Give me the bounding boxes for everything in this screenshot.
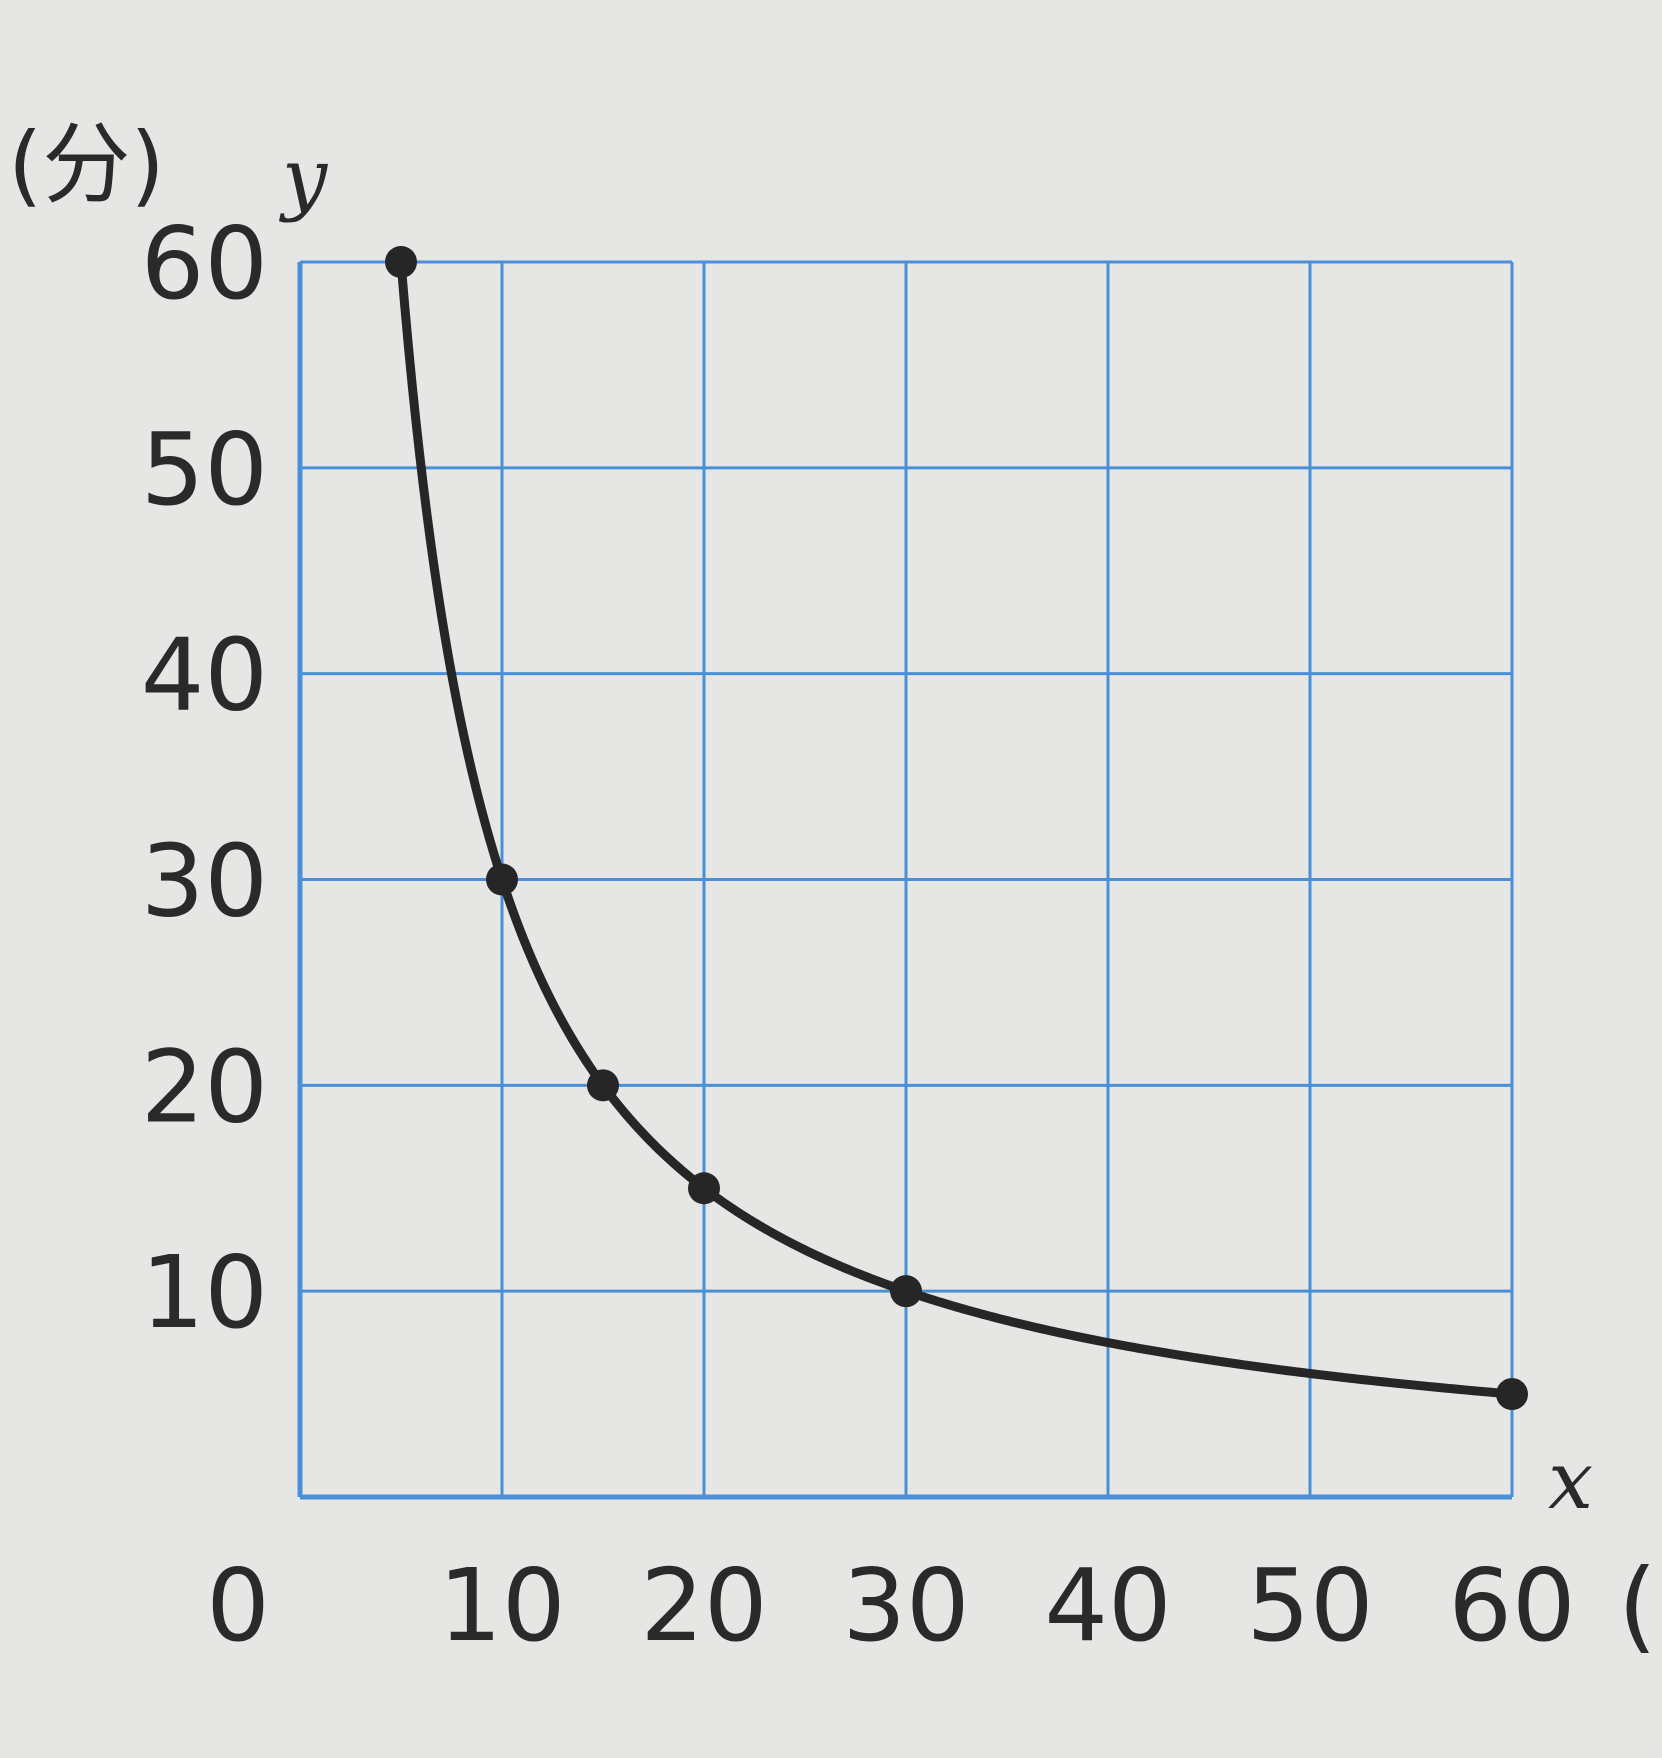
y-tick-label: 10	[141, 1234, 268, 1351]
x-tick-label: 10	[438, 1547, 565, 1664]
axes	[297, 262, 1512, 1500]
y-tick-label: 40	[141, 617, 268, 734]
series-curve	[396, 257, 1517, 1399]
x-tick-label: 60	[1448, 1547, 1575, 1664]
x-tick-label: 40	[1044, 1547, 1171, 1664]
y-tick-label: 30	[141, 823, 268, 940]
data-point	[890, 1275, 922, 1308]
y-axis-variable: y	[279, 131, 329, 224]
y-unit-label: (分)	[8, 113, 165, 216]
y-tick-label: 60	[141, 205, 268, 322]
data-point	[688, 1172, 720, 1205]
x-tick-label: 30	[842, 1547, 969, 1664]
data-point	[587, 1069, 619, 1102]
origin-label: 0	[206, 1547, 270, 1664]
data-point	[1496, 1378, 1528, 1411]
y-tick-label: 20	[141, 1028, 268, 1145]
tick-labels: 10 20 30 40 50 60 10 20 30 40 50 60	[141, 205, 1576, 1664]
y-tick-label: 50	[141, 411, 268, 528]
data-point	[486, 863, 518, 896]
curve-layer	[396, 257, 1517, 1399]
x-axis-variable: x	[1548, 1434, 1593, 1527]
x-tick-label: 20	[640, 1547, 767, 1664]
grid	[300, 260, 1514, 1497]
data-point	[385, 246, 417, 278]
x-tick-label: 50	[1246, 1547, 1373, 1664]
x-unit-label: (	[1618, 1547, 1657, 1664]
data-points	[385, 246, 1528, 1411]
